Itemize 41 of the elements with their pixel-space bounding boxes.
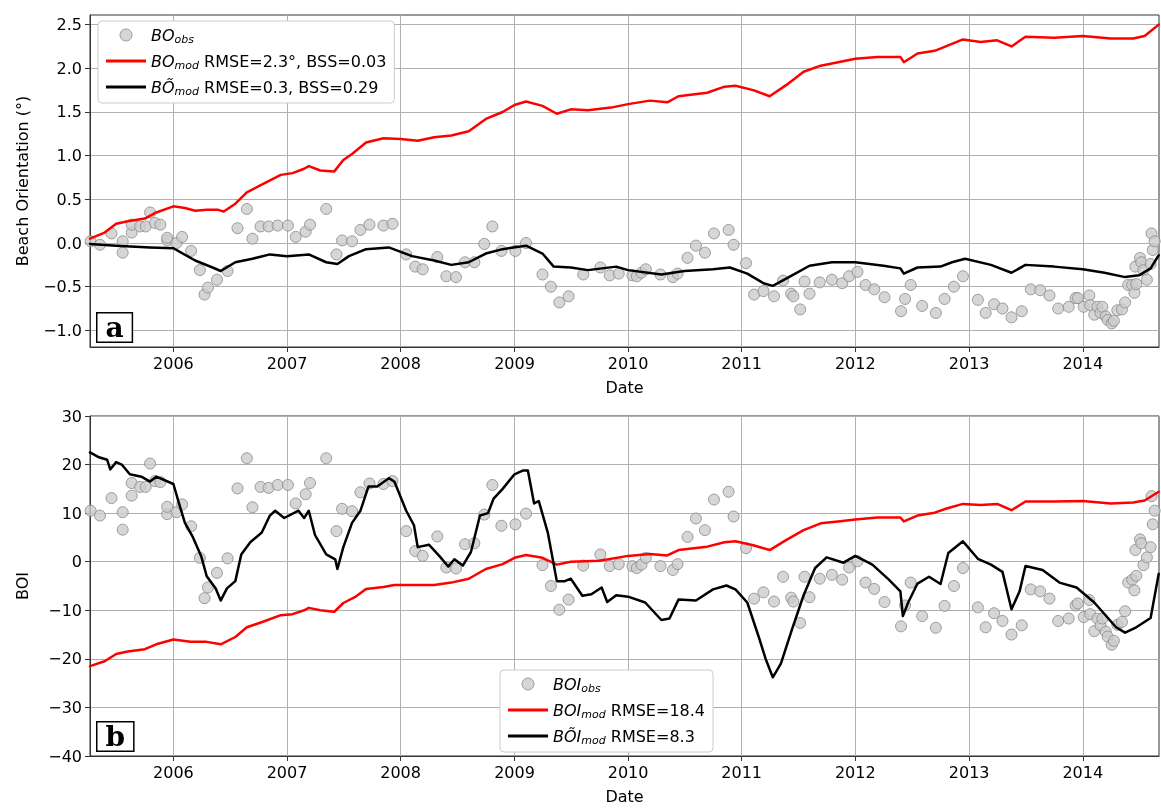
y-tick-label: 30 [61,406,82,426]
annotation: b [105,720,126,753]
y-tick-label: 0.0 [56,233,82,253]
y-tick-label: −40 [48,746,82,766]
x-tick-label: 2008 [380,353,421,373]
y-tick-label: 0 [71,552,82,572]
y-tick-label: 20 [61,455,82,475]
x-tick-label: 2011 [721,353,763,373]
x-tick-label: 2014 [1062,762,1104,782]
x-tick-label: 2013 [948,762,990,782]
y-tick-label: 2.0 [56,58,82,78]
x-tick-label: 2009 [494,762,535,782]
y-tick-label: 10 [61,503,82,523]
x-tick-label: 2014 [1062,353,1104,373]
y-tick-label: 1.5 [56,102,82,122]
y-tick-label: 2.5 [56,15,82,35]
y-tick-label: −1.0 [43,320,82,340]
y-tick-label: −0.5 [43,277,82,297]
y-tick-label: 0.5 [56,189,82,209]
x-axis-title: Date [605,786,644,806]
x-tick-label: 2012 [834,353,876,373]
x-tick-label: 2007 [266,762,308,782]
y-tick-label: −10 [48,600,82,620]
y-tick-label: −30 [48,697,82,717]
x-tick-label: 2010 [607,762,649,782]
y-axis-title: BOI [12,571,32,601]
x-axis-title: Date [605,377,644,397]
x-tick-label: 2010 [607,353,649,373]
x-tick-label: 2012 [834,762,876,782]
x-tick-label: 2013 [948,353,990,373]
x-tick-label: 2011 [721,762,763,782]
x-tick-label: 2009 [494,353,535,373]
annotation: a [105,311,124,344]
x-tick-label: 2006 [153,762,194,782]
y-axis-title: Beach Orientation (°) [12,95,32,267]
line-series [88,490,1160,668]
y-tick-label: 1.0 [56,146,82,166]
x-tick-label: 2008 [380,762,421,782]
y-tick-label: −20 [48,649,82,669]
x-tick-label: 2007 [266,353,308,373]
x-tick-label: 2006 [153,353,194,373]
